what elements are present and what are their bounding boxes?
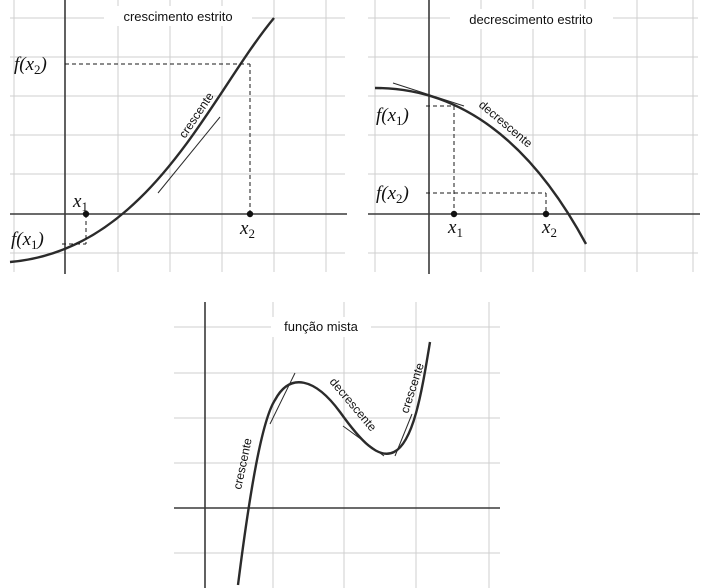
label-x1: x1 <box>72 191 88 214</box>
title-decreasing: decrescimento estrito <box>469 12 593 27</box>
label-fx2: f(x2) <box>14 54 47 77</box>
tangent-decreasing <box>392 82 465 107</box>
point-x1-dec <box>450 210 458 218</box>
title-bg-increasing <box>104 6 252 26</box>
label-fx1: f(x1) <box>11 229 44 252</box>
panel-decreasing: decrescimento estrito x1 x2 f(x1) f(x2) … <box>368 0 700 274</box>
label-x2-dec: x2 <box>541 217 557 240</box>
title-increasing: crescimento estrito <box>123 9 232 24</box>
tangent-peak <box>269 372 296 425</box>
label-x1-dec: x1 <box>447 217 463 240</box>
tangent-increasing <box>157 116 221 194</box>
grid-decreasing <box>368 0 698 272</box>
title-mixed: função mista <box>284 319 358 334</box>
point-x1 <box>82 210 90 218</box>
grid-mixed <box>174 302 500 588</box>
curve-increasing <box>9 17 275 264</box>
curve-label-increasing: crescente <box>176 89 217 140</box>
panel-mixed: função mista crescente decrescente cresc… <box>174 302 500 588</box>
label-x2: x2 <box>239 218 255 241</box>
grid-increasing <box>10 0 345 272</box>
curve-label-decreasing: decrescente <box>476 98 535 151</box>
curve-mixed <box>236 341 432 586</box>
tangent-valley-left <box>342 425 385 457</box>
title-bg-mixed <box>271 317 371 337</box>
panel-increasing: crescimento estrito x1 x2 f(x1) f(x2) cr… <box>9 0 347 274</box>
curve-label-mixed-rising-left: crescente <box>230 437 255 491</box>
tangent-valley-right <box>394 413 413 457</box>
label-fx1-dec: f(x1) <box>376 105 409 128</box>
point-x2 <box>246 210 254 218</box>
point-x2-dec <box>542 210 550 218</box>
curve-decreasing <box>374 86 588 245</box>
label-fx2-dec: f(x2) <box>376 183 409 206</box>
title-bg-decreasing <box>450 9 613 29</box>
